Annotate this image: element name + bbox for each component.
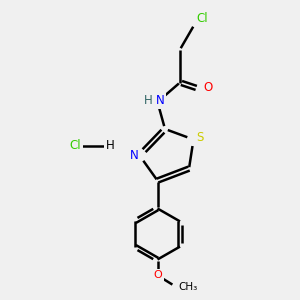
Text: CH₃: CH₃ xyxy=(179,282,198,292)
Text: Cl: Cl xyxy=(196,11,208,25)
Text: O: O xyxy=(153,270,162,280)
Text: O: O xyxy=(204,81,213,94)
Text: H: H xyxy=(144,94,153,107)
Text: Cl: Cl xyxy=(70,139,81,152)
Text: S: S xyxy=(196,130,204,144)
Text: N: N xyxy=(130,149,139,162)
Text: N: N xyxy=(155,94,164,107)
Text: H: H xyxy=(106,139,115,152)
